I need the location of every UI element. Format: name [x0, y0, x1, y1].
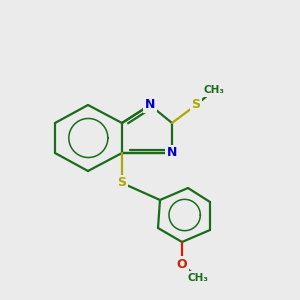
Text: S: S [118, 176, 127, 190]
Text: O: O [177, 257, 187, 271]
Text: CH₃: CH₃ [188, 273, 208, 283]
Text: CH₃: CH₃ [203, 85, 224, 95]
Text: S: S [191, 98, 200, 112]
Text: N: N [167, 146, 177, 160]
Text: N: N [145, 98, 155, 112]
